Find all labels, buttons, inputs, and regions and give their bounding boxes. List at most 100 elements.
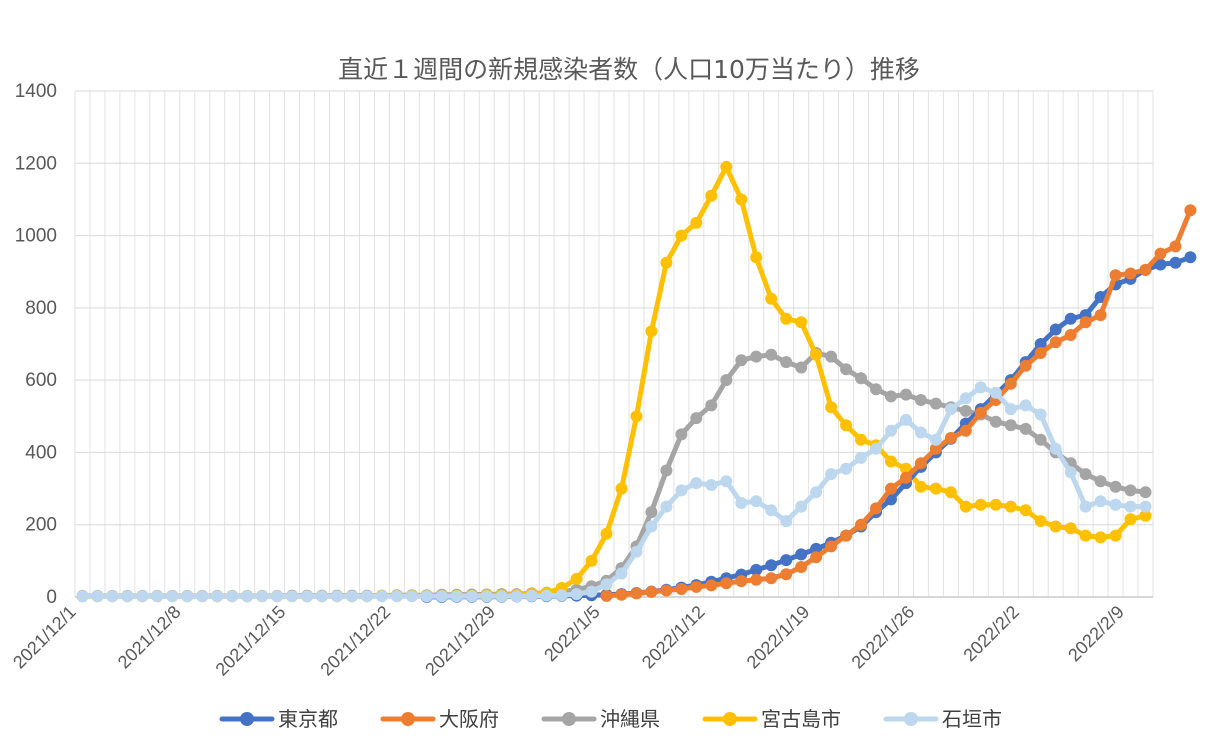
data-point xyxy=(780,312,793,325)
data-point xyxy=(1079,529,1092,542)
x-tick-label: 2021/12/1 xyxy=(9,602,80,673)
data-point xyxy=(525,589,538,602)
data-point xyxy=(555,589,568,602)
data-point xyxy=(690,477,703,490)
data-point xyxy=(1139,509,1152,522)
data-point xyxy=(660,584,673,597)
data-point xyxy=(480,590,493,603)
data-point xyxy=(151,590,164,603)
data-point xyxy=(1094,291,1107,303)
data-point xyxy=(944,486,957,499)
data-point xyxy=(750,495,763,508)
data-point xyxy=(600,527,613,540)
data-point xyxy=(271,590,284,603)
data-point xyxy=(914,426,927,439)
data-point xyxy=(810,542,823,555)
data-point xyxy=(540,589,553,602)
data-point xyxy=(1034,433,1047,446)
data-point xyxy=(825,540,838,553)
data-point xyxy=(1124,267,1137,280)
data-point xyxy=(600,578,613,591)
data-point xyxy=(1109,269,1122,282)
data-point xyxy=(1154,247,1167,260)
series-line xyxy=(604,207,1193,599)
data-point xyxy=(1094,531,1107,544)
data-point xyxy=(989,498,1002,511)
y-tick-label: 1200 xyxy=(15,153,57,174)
x-tick-label: 2022/2/2 xyxy=(959,602,1023,666)
data-point xyxy=(840,529,853,542)
data-point xyxy=(1094,475,1107,488)
data-point xyxy=(675,484,688,497)
legend-label: 沖縄県 xyxy=(600,707,660,731)
data-point xyxy=(795,500,808,513)
data-point xyxy=(570,572,583,585)
data-point xyxy=(810,551,823,564)
data-point xyxy=(929,442,942,455)
data-point xyxy=(615,482,628,495)
data-point xyxy=(735,193,748,206)
data-point xyxy=(450,590,463,603)
data-point xyxy=(1139,263,1152,276)
x-tick-label: 2022/1/12 xyxy=(638,602,709,673)
data-point xyxy=(944,432,957,444)
data-point xyxy=(121,590,134,603)
data-point xyxy=(495,590,508,603)
data-point xyxy=(615,588,628,601)
data-point xyxy=(959,500,972,513)
data-point xyxy=(1004,500,1017,513)
data-point xyxy=(795,561,808,573)
data-point xyxy=(286,590,299,603)
data-point xyxy=(795,361,808,374)
data-point xyxy=(570,588,583,601)
data-point xyxy=(959,404,972,417)
data-point xyxy=(870,442,882,455)
data-point xyxy=(1169,240,1182,253)
data-point xyxy=(600,589,613,602)
data-point xyxy=(690,580,703,593)
data-point xyxy=(1019,359,1032,372)
data-point xyxy=(885,455,897,468)
data-point xyxy=(855,372,867,385)
data-point xyxy=(810,348,823,361)
data-point xyxy=(346,590,358,603)
legend-item: 大阪府 xyxy=(380,707,499,731)
x-axis-ticks: 2021/12/1 2021/12/8 2021/12/15 2021/12/22 20… xyxy=(9,602,1128,680)
legend-marker xyxy=(562,712,576,726)
data-point xyxy=(870,502,882,515)
data-point xyxy=(675,229,688,242)
data-point xyxy=(405,590,418,603)
data-point xyxy=(1184,204,1197,217)
data-point xyxy=(855,433,867,446)
data-point xyxy=(630,587,643,600)
data-point xyxy=(914,480,927,493)
data-point xyxy=(825,350,838,363)
horizontal-gridlines xyxy=(75,90,1153,526)
data-point xyxy=(735,497,748,509)
data-point xyxy=(435,590,448,603)
data-point xyxy=(690,216,703,229)
x-tick-label: 2021/12/8 xyxy=(114,602,185,673)
legend: 東京都 大阪府 沖縄県 宮古島市 石垣市 xyxy=(219,707,1002,731)
data-point xyxy=(1019,422,1032,435)
data-point xyxy=(1004,377,1017,390)
data-point xyxy=(914,457,927,470)
x-tick-label: 2021/12/29 xyxy=(421,602,499,680)
legend-label: 東京都 xyxy=(278,707,338,731)
y-tick-label: 0 xyxy=(46,587,57,608)
data-point xyxy=(750,350,763,363)
data-point xyxy=(675,428,688,441)
data-point xyxy=(675,583,688,595)
data-point xyxy=(735,354,748,367)
data-point xyxy=(900,413,912,426)
data-point xyxy=(361,590,373,603)
data-point xyxy=(420,590,433,603)
data-point xyxy=(1064,466,1077,479)
y-tick-label: 1400 xyxy=(15,81,57,102)
data-point xyxy=(885,424,897,437)
x-tick-label: 2022/1/19 xyxy=(743,602,814,673)
x-tick-label: 2022/1/5 xyxy=(540,602,604,666)
legend-marker xyxy=(904,712,918,726)
data-point xyxy=(1064,312,1077,325)
data-point xyxy=(630,545,643,558)
